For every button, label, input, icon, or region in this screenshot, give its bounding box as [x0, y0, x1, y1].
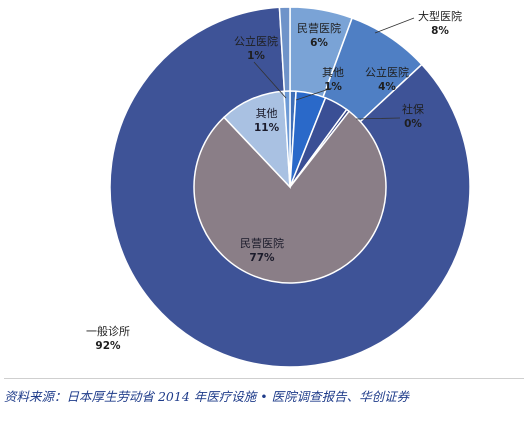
outer-label-general-clinic: 一般诊所 92%: [86, 325, 130, 352]
outer-label-public: 公立医院 1%: [234, 35, 278, 62]
leader-other-small: [295, 87, 333, 101]
inner-label-other-11: 其他 11%: [254, 107, 280, 134]
inner-label-other-small: 其他 1%: [322, 66, 344, 93]
inner-label-private-77: 民营医院 77%: [240, 237, 284, 264]
inner-pie-slice-6: [283, 90, 291, 188]
leader-public-outer: [253, 61, 287, 99]
leader-social: [355, 117, 401, 120]
source-note: 资料来源：日本厚生劳动省 2014 年医疗设施 • 医院调查报告、华创证券: [4, 389, 410, 404]
inner-pie-slice-5: [222, 90, 291, 190]
outer-label-large: 大型医院 8%: [418, 10, 462, 37]
inner-label-public-4: 公立医院 4%: [365, 66, 409, 93]
inner-label-social-insurance: 社保 0%: [402, 103, 424, 130]
source-divider: [4, 378, 524, 379]
outer-label-private: 民营医院 6%: [297, 22, 341, 49]
pie-chart: [109, 6, 471, 368]
inner-pie-slice-4: [193, 110, 387, 284]
leader-large: [374, 17, 415, 34]
